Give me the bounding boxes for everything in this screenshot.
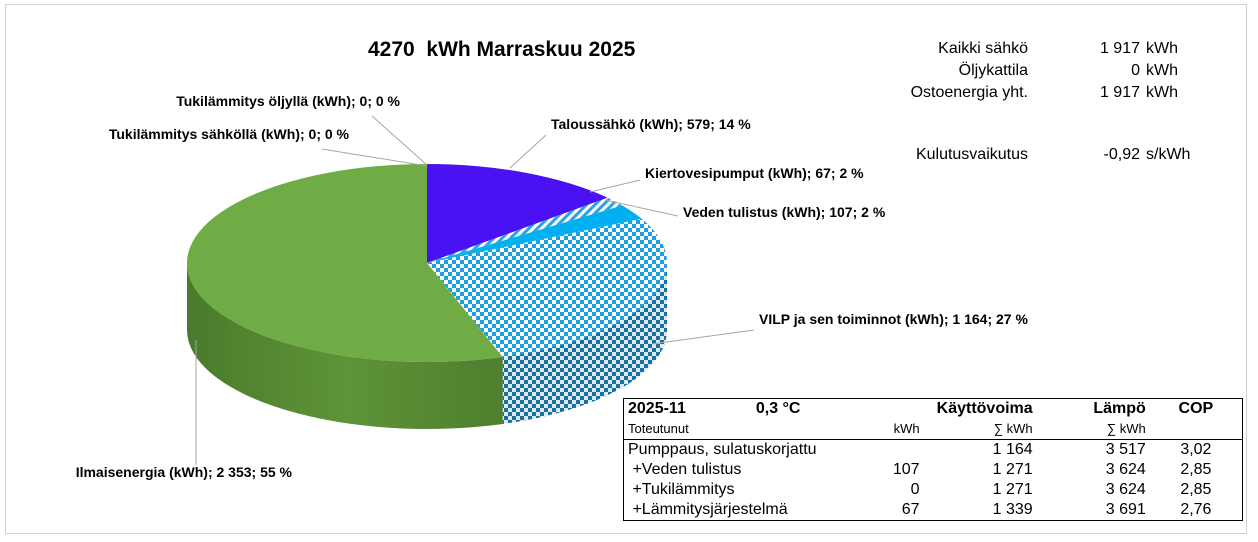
row-cop: 2,76: [1180, 501, 1212, 518]
table-row: +Tukilämmitys 0 1 271 3 624 2,85: [624, 480, 1243, 500]
leader-line: [589, 179, 641, 193]
pie-slice-ilmaisenergia: [187, 164, 503, 362]
cop-sub-row: Toteutunut kWh ∑ kWh ∑ kWh: [623, 419, 1243, 440]
summary-value: 1 917: [1099, 84, 1140, 101]
pie-slice-kiertovesipumput: [427, 197, 623, 263]
row-heat: 3 624: [1105, 481, 1146, 498]
pie-top: [187, 164, 667, 362]
row-label: +Lämmitysjärjestelmä: [628, 501, 788, 518]
chart-frame: [5, 4, 1247, 534]
data-label: Tukilämmitys öljyllä (kWh); 0; 0 %: [176, 93, 400, 109]
data-label: Ilmaisenergia (kWh); 2 353; 55 %: [76, 464, 293, 480]
pie-sides: [187, 263, 667, 429]
row-cop: 3,02: [1180, 441, 1212, 458]
pie-slice-vilp-ja-sen-toiminnot: [427, 218, 667, 357]
leader-line: [604, 199, 679, 217]
kulutus-value: -0,92: [1103, 146, 1140, 163]
row-heat: 3 517: [1105, 441, 1146, 458]
summary-label: Kaikki sähkö: [938, 40, 1028, 57]
summary-value: 1 917: [1099, 40, 1140, 57]
cop-header-row: 2025-11 0,3 °C Käyttövoima Lämpö COP: [624, 399, 1243, 420]
table-row: Pumppaus, sulatuskorjattu 1 164 3 517 3,…: [624, 440, 1243, 461]
cop-sub-kwh: kWh: [852, 419, 924, 440]
cop-col-kaytto: Käyttövoima: [936, 400, 1033, 417]
cop-col-lampo: Lämpö: [1093, 400, 1146, 417]
kulutus-unit: s/kWh: [1146, 146, 1191, 163]
row-label: +Tukilämmitys: [628, 481, 735, 498]
summary-label: Ostoenergia yht.: [910, 84, 1028, 101]
summary-unit: kWh: [1146, 84, 1178, 101]
cop-temp: 0,3 °C: [755, 400, 801, 417]
summary-label: Öljykattila: [958, 62, 1028, 79]
pie-slice-veden-tulistus: [427, 205, 642, 263]
data-label: Taloussähkö (kWh); 579; 14 %: [551, 116, 751, 132]
row-sum: 1 339: [992, 501, 1033, 518]
data-labels: Taloussähkö (kWh); 579; 14 % Kiertovesipu…: [76, 93, 1029, 480]
pie-side-vilp-ja-sen-toiminnot: [502, 263, 667, 424]
leader-line: [651, 329, 755, 345]
summary-value: 0: [1131, 62, 1140, 79]
leader-line: [321, 148, 428, 167]
leader-line: [371, 115, 428, 166]
row-label: +Veden tulistus: [628, 461, 742, 478]
leader-line: [509, 134, 547, 169]
table-row: +Veden tulistus 107 1 271 3 624 2,85: [624, 460, 1243, 480]
cop-period: 2025-11 0,3 °C: [628, 400, 801, 417]
data-label: Tukilämmitys sähköllä (kWh); 0; 0 %: [109, 126, 350, 142]
row-sum: 1 271: [992, 481, 1033, 498]
cop-col-cop: COP: [1178, 400, 1214, 417]
cop-sub-sum2: ∑ kWh: [1036, 419, 1150, 440]
chart-title: 4270 kWh Marraskuu 2025: [368, 38, 636, 61]
row-kwh: 0: [910, 481, 920, 498]
kulutus-label: Kulutusvaikutus: [915, 146, 1028, 163]
row-cop: 2,85: [1180, 481, 1212, 498]
cop-sub-sum1: ∑ kWh: [923, 419, 1037, 440]
summary-unit: kWh: [1146, 62, 1178, 79]
row-sum: 1 164: [992, 441, 1033, 458]
row-kwh: [852, 440, 923, 461]
pie-slice-talouss-hk-: [427, 164, 608, 263]
row-kwh: 107: [892, 461, 920, 478]
cop-sub-label: Toteutunut: [623, 419, 853, 440]
data-label: VILP ja sen toiminnot (kWh); 1 164; 27 %: [759, 311, 1028, 327]
row-sum: 1 271: [992, 461, 1033, 478]
leader-lines: [195, 115, 755, 465]
table-row: +Lämmitysjärjestelmä 67 1 339 3 691 2,76: [624, 500, 1243, 521]
row-cop: 2,85: [1180, 461, 1212, 478]
data-label: Kiertovesipumput (kWh); 67; 2 %: [645, 165, 864, 181]
summary-unit: kWh: [1146, 40, 1178, 57]
cop-table: 2025-11 0,3 °C Käyttövoima Lämpö COP Tote…: [623, 398, 1243, 521]
row-heat: 3 691: [1105, 501, 1146, 518]
data-label: Veden tulistus (kWh); 107; 2 %: [683, 204, 886, 220]
pie-side-ilmaisenergia: [187, 263, 503, 429]
row-heat: 3 624: [1105, 461, 1146, 478]
row-kwh: 67: [901, 501, 920, 518]
row-label: Pumppaus, sulatuskorjattu: [628, 441, 817, 458]
